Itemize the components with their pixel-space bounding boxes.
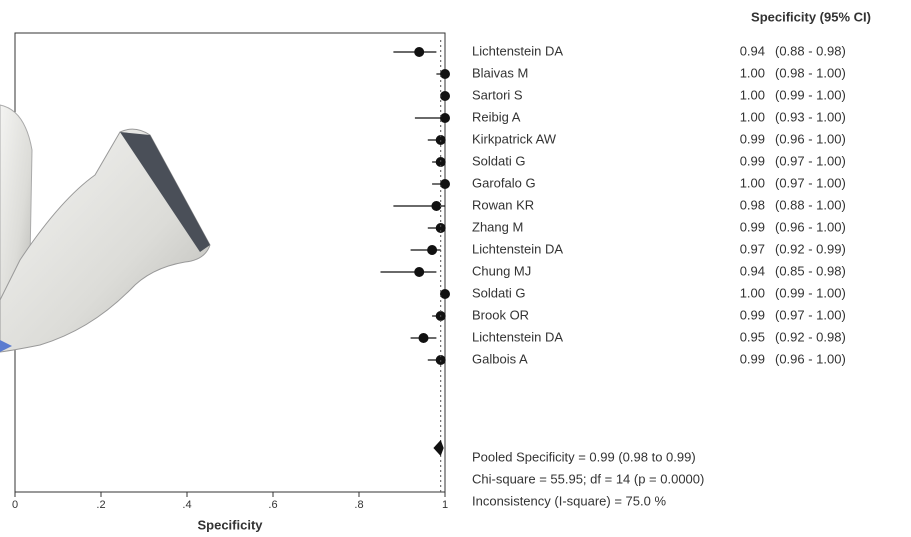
point-estimate (440, 91, 450, 101)
point-estimate (418, 333, 429, 343)
value-label: 1.00 (740, 87, 765, 102)
x-tick-label: .6 (268, 499, 277, 511)
point-estimate (440, 289, 450, 299)
ci-label: (0.96 - 1.00) (775, 219, 846, 234)
ci-label: (0.96 - 1.00) (775, 131, 846, 146)
value-label: 0.94 (740, 263, 765, 278)
study-label: Galbois A (472, 351, 528, 366)
study-label: Lichtenstein DA (472, 43, 563, 58)
point-estimate (414, 47, 425, 57)
x-tick-label: 0 (12, 499, 18, 511)
x-tick-label: .2 (96, 499, 105, 511)
value-label: 0.94 (740, 43, 765, 58)
point-estimate (440, 179, 450, 189)
study-label: Reibig A (472, 109, 521, 124)
value-label: 0.97 (740, 241, 765, 256)
ci-label: (0.92 - 0.98) (775, 329, 846, 344)
value-label: 0.98 (740, 197, 765, 212)
study-label: Blaivas M (472, 65, 528, 80)
ci-label: (0.97 - 1.00) (775, 153, 846, 168)
value-label: 0.99 (740, 153, 765, 168)
value-label: 0.99 (740, 307, 765, 322)
ci-label: (0.99 - 1.00) (775, 285, 846, 300)
point-estimate (440, 69, 450, 79)
value-label: 0.99 (740, 131, 765, 146)
point-estimate (435, 223, 446, 233)
column-header: Specificity (95% CI) (751, 9, 871, 24)
pooled-diamond (433, 440, 444, 456)
ci-label: (0.93 - 1.00) (775, 109, 846, 124)
value-label: 0.99 (740, 219, 765, 234)
study-label: Chung MJ (472, 263, 531, 278)
point-estimate (431, 201, 442, 211)
value-label: 1.00 (740, 285, 765, 300)
pooled-label: Pooled Specificity = 0.99 (0.98 to 0.99) (472, 449, 696, 464)
point-estimate (427, 245, 438, 255)
heterogeneity-label: Chi-square = 55.95; df = 14 (p = 0.0000) (472, 471, 704, 486)
x-tick-label: .4 (182, 499, 191, 511)
study-label: Lichtenstein DA (472, 329, 563, 344)
study-label: Brook OR (472, 307, 529, 322)
ci-label: (0.96 - 1.00) (775, 351, 846, 366)
study-label: Soldati G (472, 285, 525, 300)
ci-label: (0.85 - 0.98) (775, 263, 846, 278)
point-estimate (440, 113, 450, 123)
value-label: 0.95 (740, 329, 765, 344)
x-axis-label: Specificity (197, 517, 263, 532)
study-label: Garofalo G (472, 175, 536, 190)
value-label: 1.00 (740, 65, 765, 80)
ci-label: (0.92 - 0.99) (775, 241, 846, 256)
ci-label: (0.98 - 1.00) (775, 65, 846, 80)
study-label: Sartori S (472, 87, 523, 102)
ci-label: (0.97 - 1.00) (775, 307, 846, 322)
ci-label: (0.99 - 1.00) (775, 87, 846, 102)
study-label: Kirkpatrick AW (472, 131, 557, 146)
study-label: Rowan KR (472, 197, 534, 212)
ci-label: (0.88 - 0.98) (775, 43, 846, 58)
point-estimate (414, 267, 425, 277)
value-label: 1.00 (740, 175, 765, 190)
value-label: 1.00 (740, 109, 765, 124)
value-label: 0.99 (740, 351, 765, 366)
probe-image (0, 104, 211, 353)
study-label: Zhang M (472, 219, 523, 234)
study-label: Soldati G (472, 153, 525, 168)
study-label: Lichtenstein DA (472, 241, 563, 256)
x-tick-label: .8 (354, 499, 363, 511)
heterogeneity-label: Inconsistency (I-square) = 75.0 % (472, 493, 666, 508)
ci-label: (0.88 - 1.00) (775, 197, 846, 212)
x-tick-label: 1 (442, 499, 448, 511)
ci-label: (0.97 - 1.00) (775, 175, 846, 190)
